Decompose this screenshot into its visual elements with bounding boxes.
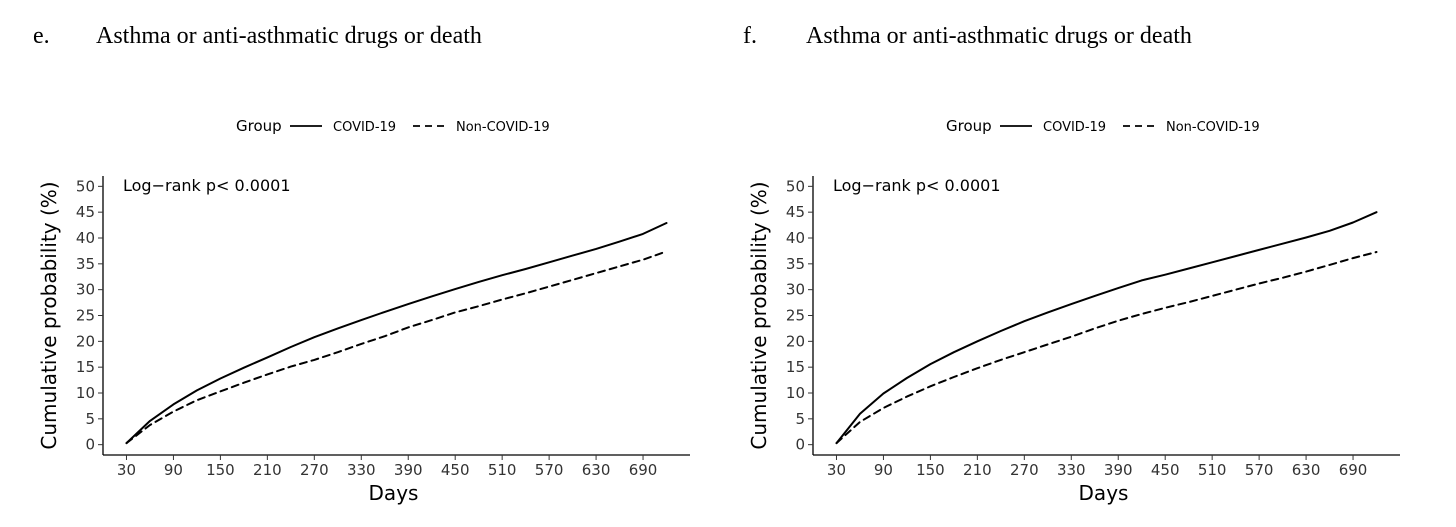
- x-tick-label: 30: [117, 461, 136, 479]
- y-tick-label: 0: [85, 436, 95, 454]
- y-tick-label: 5: [85, 410, 95, 428]
- x-tick-label: 570: [1245, 461, 1274, 479]
- panel-letter: f.: [743, 23, 757, 49]
- x-tick-label: 630: [1292, 461, 1321, 479]
- x-tick-label: 510: [1198, 461, 1227, 479]
- series-line-covid: [835, 211, 1378, 445]
- y-tick-label: 35: [76, 255, 95, 273]
- y-tick-label: 45: [76, 203, 95, 221]
- x-tick-label: 630: [582, 461, 611, 479]
- y-tick-label: 15: [786, 358, 805, 376]
- y-tick-label: 30: [76, 281, 95, 299]
- y-tick-label: 5: [795, 410, 805, 428]
- y-tick-label: 50: [76, 177, 95, 195]
- panel-title: Asthma or anti-asthmatic drugs or death: [96, 23, 482, 49]
- legend-title: Group: [946, 117, 992, 135]
- y-tick-label: 20: [786, 332, 805, 350]
- legend-label-covid: COVID-19: [333, 120, 396, 135]
- legend-title: Group: [236, 117, 282, 135]
- legend: Group COVID-19 Non-COVID-19: [236, 117, 550, 135]
- y-axis-title: Cumulative probability (%): [37, 181, 61, 449]
- series-line-non-covid: [835, 251, 1378, 445]
- y-tick-label: 15: [76, 358, 95, 376]
- panel-title: Asthma or anti-asthmatic drugs or death: [806, 23, 1192, 49]
- x-tick-label: 150: [206, 461, 235, 479]
- x-tick-label: 330: [1057, 461, 1086, 479]
- y-tick-label: 40: [76, 229, 95, 247]
- panel-e: e. Asthma or anti-asthmatic drugs or dea…: [33, 23, 690, 505]
- x-tick-label: 330: [347, 461, 376, 479]
- x-tick-label: 270: [1010, 461, 1039, 479]
- y-tick-label: 10: [76, 384, 95, 402]
- y-tick-label: 20: [76, 332, 95, 350]
- x-tick-label: 450: [441, 461, 470, 479]
- y-tick-label: 45: [786, 203, 805, 221]
- x-tick-label: 270: [300, 461, 329, 479]
- x-tick-label: 150: [916, 461, 945, 479]
- x-tick-label: 450: [1151, 461, 1180, 479]
- y-tick-label: 10: [786, 384, 805, 402]
- x-tick-label: 90: [164, 461, 183, 479]
- x-tick-label: 690: [1339, 461, 1368, 479]
- x-axis-title: Days: [1079, 481, 1129, 505]
- y-tick-label: 25: [786, 307, 805, 325]
- x-tick-label: 210: [963, 461, 992, 479]
- y-tick-label: 30: [786, 281, 805, 299]
- logrank-annotation: Log−rank p< 0.0001: [123, 176, 291, 195]
- x-tick-label: 690: [629, 461, 658, 479]
- y-axis-title: Cumulative probability (%): [747, 181, 771, 449]
- legend-label-covid: COVID-19: [1043, 120, 1106, 135]
- y-tick-label: 40: [786, 229, 805, 247]
- x-tick-label: 30: [827, 461, 846, 479]
- legend-label-non-covid: Non-COVID-19: [456, 120, 550, 135]
- series-line-covid: [125, 222, 668, 445]
- panel-f: f. Asthma or anti-asthmatic drugs or dea…: [743, 23, 1400, 505]
- x-tick-label: 390: [1104, 461, 1133, 479]
- logrank-annotation: Log−rank p< 0.0001: [833, 176, 1001, 195]
- x-tick-label: 510: [488, 461, 517, 479]
- x-tick-label: 90: [874, 461, 893, 479]
- x-tick-label: 390: [394, 461, 423, 479]
- panel-letter: e.: [33, 23, 50, 49]
- x-tick-label: 210: [253, 461, 282, 479]
- legend-label-non-covid: Non-COVID-19: [1166, 120, 1260, 135]
- series-line-non-covid: [125, 250, 668, 445]
- y-tick-label: 0: [795, 436, 805, 454]
- x-axis-title: Days: [369, 481, 419, 505]
- x-tick-label: 570: [535, 461, 564, 479]
- legend: Group COVID-19 Non-COVID-19: [946, 117, 1260, 135]
- y-tick-label: 50: [786, 177, 805, 195]
- y-tick-label: 25: [76, 307, 95, 325]
- y-tick-label: 35: [786, 255, 805, 273]
